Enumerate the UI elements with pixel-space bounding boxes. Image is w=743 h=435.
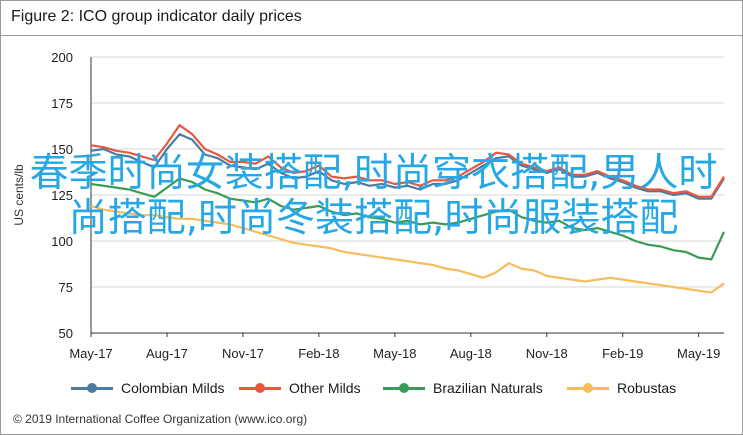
chart-title: Figure 2: ICO group indicator daily pric… — [11, 8, 302, 25]
y-tick-label: 125 — [51, 188, 73, 203]
x-tick-label: Nov-17 — [222, 346, 264, 361]
y-tick-label: 200 — [51, 50, 73, 65]
series-line-robustas — [90, 204, 725, 294]
x-tick-label: Nov-18 — [526, 346, 568, 361]
y-axis-title: US cents/lb — [12, 164, 26, 226]
legend-label-robustas: Robustas — [617, 380, 677, 396]
x-tick-label: May-19 — [677, 346, 720, 361]
y-tick-label: 150 — [51, 142, 73, 157]
y-tick-label: 175 — [51, 96, 73, 111]
x-tick-label: Feb-18 — [298, 346, 339, 361]
legend-label-other-milds: Other Milds — [289, 380, 361, 396]
y-tick-label: 50 — [59, 326, 73, 341]
x-tick-label: May-17 — [69, 346, 112, 361]
title-divider — [1, 35, 742, 36]
y-tick-label: 75 — [59, 280, 73, 295]
source-note: © 2019 International Coffee Organization… — [13, 412, 308, 426]
y-tick-label: 100 — [51, 234, 73, 249]
legend-label-colombian-milds: Colombian Milds — [121, 380, 225, 396]
x-tick-label: May-18 — [373, 346, 416, 361]
watermark-overlay-text: 春季时尚女装搭配,时尚穿衣搭配,男人时尚搭配,时尚冬装搭配,时尚服装搭配 — [29, 151, 718, 241]
series-line-other-milds — [90, 123, 725, 198]
legend-item-robustas: Robustas — [567, 380, 676, 396]
legend-label-brazilian-naturals: Brazilian Naturals — [433, 380, 543, 396]
series-line-brazilian-naturals — [90, 177, 725, 261]
chart-legend: Colombian Milds Other Milds Brazilian Na… — [1, 373, 742, 403]
legend-item-brazilian-naturals: Brazilian Naturals — [383, 380, 543, 396]
x-tick-label: Aug-17 — [146, 346, 188, 361]
legend-item-colombian-milds: Colombian Milds — [71, 380, 224, 396]
x-tick-label: Feb-19 — [602, 346, 643, 361]
series-line-colombian-milds — [90, 133, 725, 200]
x-tick-label: Aug-18 — [450, 346, 492, 361]
legend-item-other-milds: Other Milds — [239, 380, 361, 396]
